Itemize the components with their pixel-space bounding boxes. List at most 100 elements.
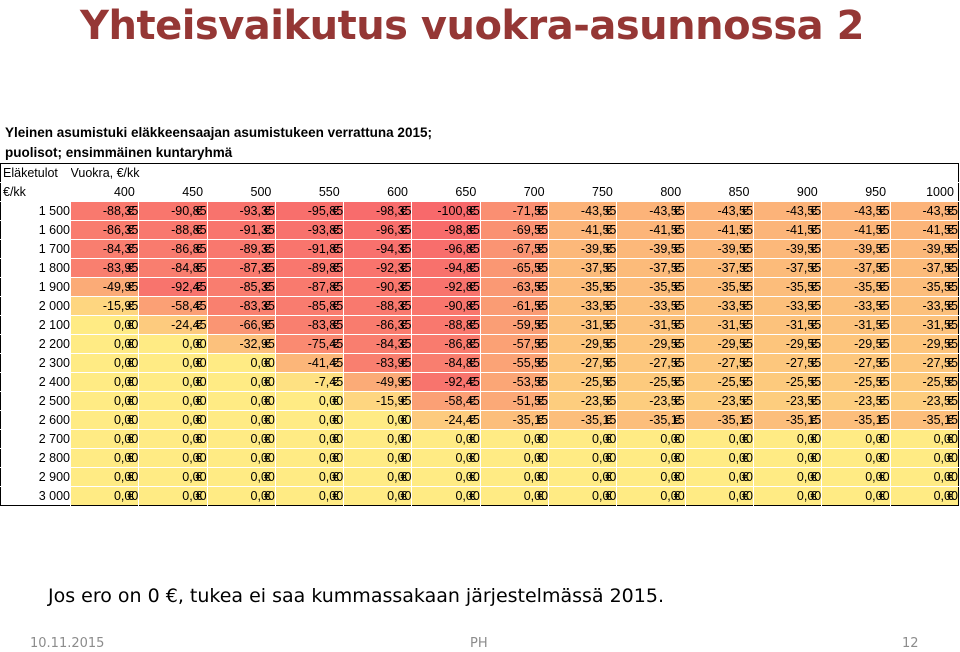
value-cell: -57,55 € bbox=[479, 334, 549, 354]
value-text: -90,35 bbox=[376, 280, 412, 294]
explanation-note: Jos ero on 0 €, tukea ei saa kummassakaa… bbox=[48, 585, 664, 607]
value-text: 0,00 bbox=[933, 470, 958, 484]
value-text: 0,00 bbox=[660, 470, 685, 484]
value-text: -84,85 bbox=[444, 356, 480, 370]
rent-header: Vuokra, €/kk bbox=[70, 166, 140, 180]
currency-symbol: € bbox=[605, 261, 613, 275]
value-text: -35,55 bbox=[854, 280, 890, 294]
currency-symbol: € bbox=[468, 299, 476, 313]
currency-symbol: € bbox=[810, 204, 818, 218]
currency-symbol: € bbox=[400, 489, 408, 503]
currency-symbol: € bbox=[742, 337, 749, 351]
value-text: -41,55 bbox=[922, 223, 958, 237]
currency-symbol: € bbox=[195, 204, 203, 218]
value-cell: -25,55 € bbox=[548, 372, 617, 392]
currency-symbol: € bbox=[468, 375, 476, 389]
value-text: -25,55 bbox=[717, 375, 753, 389]
currency-symbol: € bbox=[400, 375, 408, 389]
value-cell: -65,55 € bbox=[479, 258, 549, 278]
currency-symbol: € bbox=[400, 470, 408, 484]
value-text: 0,00 bbox=[455, 470, 480, 484]
value-cell: 0,00 € bbox=[548, 467, 617, 487]
value-text: -35,15 bbox=[922, 413, 958, 427]
value-text: -31,55 bbox=[649, 318, 685, 332]
currency-symbol: € bbox=[400, 280, 408, 294]
value-text: -84,85 bbox=[171, 261, 207, 275]
currency-symbol: € bbox=[127, 470, 135, 484]
value-cell: 0,00 € bbox=[616, 486, 686, 506]
currency-symbol: € bbox=[605, 356, 613, 370]
value-text: -27,55 bbox=[649, 356, 685, 370]
currency-symbol: € bbox=[673, 204, 681, 218]
value-text: -90,85 bbox=[171, 204, 207, 218]
value-cell: -92,35 € bbox=[343, 258, 412, 278]
currency-symbol: € bbox=[946, 394, 954, 408]
currency-symbol: € bbox=[810, 470, 818, 484]
currency-symbol: € bbox=[332, 280, 340, 294]
currency-symbol: € bbox=[263, 356, 271, 370]
value-cell: -58,45 € bbox=[411, 391, 481, 411]
value-text: 0,00 bbox=[933, 432, 958, 446]
currency-symbol: € bbox=[537, 204, 545, 218]
currency-symbol: € bbox=[742, 356, 749, 370]
currency-symbol: € bbox=[127, 337, 135, 351]
currency-symbol: € bbox=[332, 318, 340, 332]
table-row: 2 800 0,00 €0,00 €0,00 €0,00 €0,00 €0,00 €0,00 €… bbox=[0, 448, 959, 468]
value-text: -37,55 bbox=[922, 261, 958, 275]
value-cell: 0,00 € bbox=[206, 467, 276, 487]
value-cell: 0,00 € bbox=[69, 467, 139, 487]
value-cell: 0,00 € bbox=[206, 353, 276, 373]
value-cell: 0,00 € bbox=[821, 467, 891, 487]
value-text: -87,85 bbox=[307, 280, 344, 294]
value-text: 0,00 bbox=[318, 432, 344, 446]
value-text: 0,00 bbox=[933, 451, 958, 465]
value-cell: -33,55 € bbox=[548, 296, 617, 316]
value-cell: -89,85 € bbox=[274, 258, 344, 278]
value-cell: -88,35 € bbox=[69, 201, 139, 221]
rent-header-cell: 600 bbox=[387, 185, 408, 199]
value-cell: 0,00 € bbox=[479, 467, 549, 487]
rent-header-cell: 950 bbox=[865, 185, 887, 199]
value-text: 0,00 bbox=[796, 489, 822, 503]
currency-symbol: € bbox=[195, 413, 203, 427]
currency-symbol: € bbox=[263, 318, 271, 332]
value-cell: -92,45 € bbox=[138, 277, 208, 297]
income-header: Eläketulot bbox=[3, 166, 58, 180]
currency-symbol: € bbox=[263, 375, 271, 389]
value-text: 0,00 bbox=[523, 432, 549, 446]
value-cell: 0,00 € bbox=[69, 391, 139, 411]
currency-symbol: € bbox=[127, 375, 135, 389]
currency-symbol: € bbox=[127, 356, 135, 370]
currency-symbol: € bbox=[537, 470, 545, 484]
currency-symbol: € bbox=[742, 413, 749, 427]
value-text: -25,55 bbox=[854, 375, 890, 389]
currency-symbol: € bbox=[195, 280, 203, 294]
value-text: -41,45 bbox=[307, 356, 344, 370]
value-cell: -61,55 € bbox=[479, 296, 549, 316]
value-cell: -35,15 € bbox=[616, 410, 686, 430]
currency-symbol: € bbox=[332, 451, 340, 465]
value-cell: -43,55 € bbox=[616, 201, 686, 221]
currency-symbol: € bbox=[673, 451, 681, 465]
currency-symbol: € bbox=[742, 299, 749, 313]
value-text: -95,85 bbox=[307, 204, 344, 218]
value-cell: -86,85 € bbox=[411, 334, 481, 354]
value-text: -94,35 bbox=[376, 242, 412, 256]
value-cell: -39,55 € bbox=[684, 239, 754, 259]
income-cell: 2 200 bbox=[0, 334, 71, 354]
currency-symbol: € bbox=[195, 337, 203, 351]
value-text: -41,55 bbox=[580, 223, 617, 237]
value-text: -39,55 bbox=[854, 242, 890, 256]
currency-symbol: € bbox=[946, 470, 954, 484]
currency-symbol: € bbox=[468, 413, 476, 427]
currency-symbol: € bbox=[673, 470, 681, 484]
currency-symbol: € bbox=[605, 280, 613, 294]
currency-symbol: € bbox=[537, 223, 545, 237]
value-cell: -59,55 € bbox=[479, 315, 549, 335]
value-text: -41,55 bbox=[854, 223, 890, 237]
currency-symbol: € bbox=[946, 318, 954, 332]
currency-symbol: € bbox=[400, 432, 408, 446]
currency-symbol: € bbox=[878, 451, 886, 465]
currency-symbol: € bbox=[332, 299, 340, 313]
value-cell: -94,85 € bbox=[411, 258, 481, 278]
